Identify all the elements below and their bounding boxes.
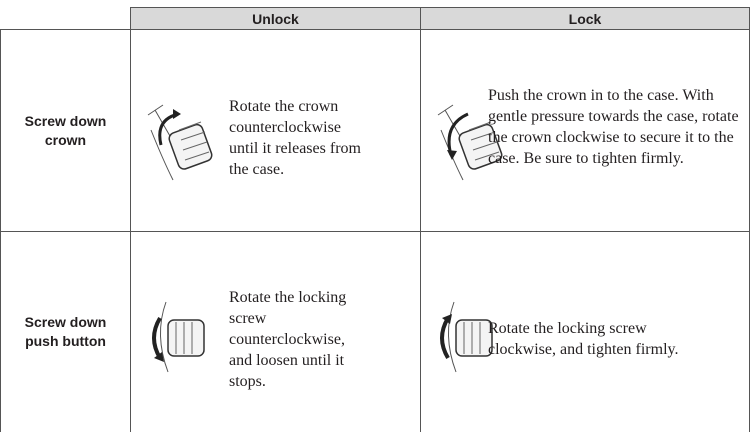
row-label-text: Screw down crown: [24, 112, 107, 148]
instruction: Rotate the locking screw clockwise, and …: [488, 320, 679, 358]
instruction: Push the crown in to the case. With gent…: [488, 87, 739, 167]
crown-icon: [147, 104, 213, 181]
instruction: Rotate the crown counterclockwise until …: [229, 98, 361, 178]
column-header: Unlock: [130, 7, 421, 30]
button-icon: [152, 301, 205, 373]
row-label-text: Screw down push button: [24, 314, 107, 349]
instruction: Rotate the locking screw counterclockwis…: [229, 289, 347, 390]
column-header: Lock: [420, 7, 750, 30]
row-label: Screw down push button: [0, 231, 131, 432]
crown-icon: [437, 104, 503, 181]
button-icon: [440, 301, 493, 373]
row-label: Screw down crown: [0, 29, 131, 232]
